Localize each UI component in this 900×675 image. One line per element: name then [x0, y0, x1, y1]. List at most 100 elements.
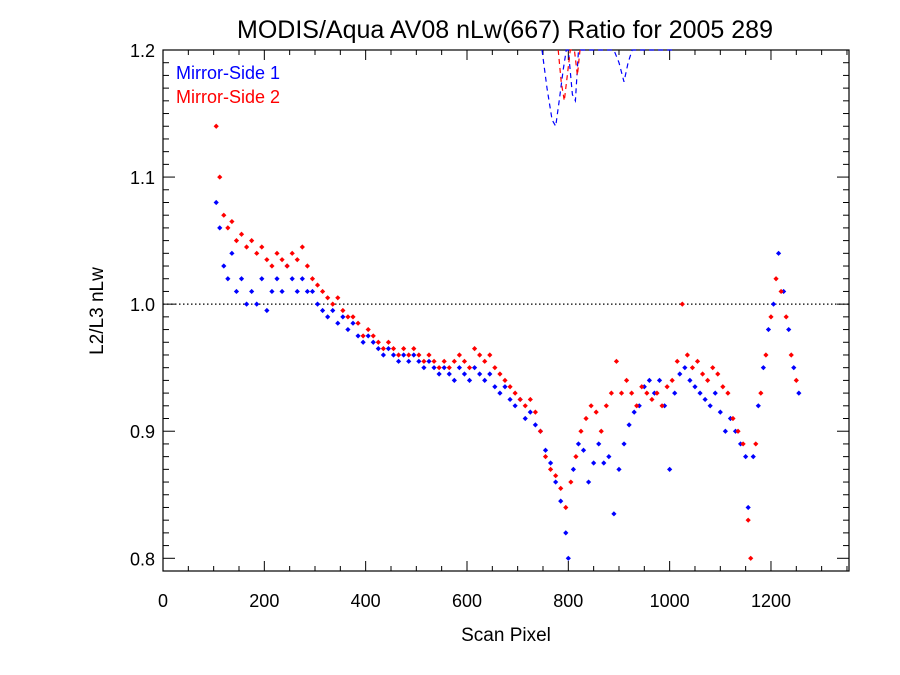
point-mirror-side-2 — [603, 403, 609, 409]
point-mirror-side-1 — [672, 390, 678, 396]
legend-entry-mirror-side-2: Mirror-Side 2 — [176, 87, 280, 107]
point-mirror-side-1 — [477, 371, 483, 377]
point-mirror-side-2 — [289, 250, 295, 256]
point-mirror-side-2 — [482, 358, 488, 364]
point-mirror-side-1 — [626, 422, 632, 428]
point-mirror-side-2 — [284, 263, 290, 269]
point-mirror-side-2 — [456, 352, 462, 358]
point-mirror-side-2 — [773, 276, 779, 282]
y-tick-label: 1.2 — [130, 41, 155, 61]
point-mirror-side-2 — [436, 365, 442, 371]
point-mirror-side-1 — [522, 415, 528, 422]
y-axis-tick-labels: 0.8 0.9 1.0 1.1 1.2 — [130, 41, 155, 569]
point-mirror-side-2 — [694, 358, 701, 364]
point-mirror-side-2 — [487, 352, 493, 358]
point-mirror-side-1 — [380, 352, 386, 358]
y-tick-label: 1.1 — [130, 168, 155, 188]
point-mirror-side-1 — [553, 479, 559, 485]
point-mirror-side-2 — [793, 377, 799, 383]
point-mirror-side-2 — [502, 377, 508, 383]
legend-entry-mirror-side-1: Mirror-Side 1 — [176, 63, 280, 83]
point-mirror-side-1 — [375, 346, 381, 352]
point-mirror-side-2 — [259, 244, 265, 250]
point-mirror-side-1 — [213, 199, 219, 206]
point-mirror-side-2 — [243, 244, 250, 250]
point-mirror-side-1 — [466, 377, 473, 383]
scatter-points — [213, 123, 802, 561]
point-mirror-side-1 — [325, 314, 331, 320]
point-mirror-side-1 — [743, 454, 749, 460]
point-mirror-side-2 — [669, 377, 675, 383]
point-mirror-side-1 — [512, 403, 518, 409]
y-axis-label: L2/L3 nLw — [87, 267, 108, 355]
point-mirror-side-2 — [623, 377, 630, 383]
point-mirror-side-1 — [542, 447, 549, 453]
point-mirror-side-2 — [466, 365, 473, 371]
point-mirror-side-1 — [527, 409, 533, 415]
point-mirror-side-1 — [570, 466, 576, 472]
point-mirror-side-2 — [225, 225, 231, 231]
dashed-line — [557, 49, 581, 101]
point-mirror-side-1 — [558, 498, 564, 504]
point-mirror-side-2 — [613, 358, 620, 364]
point-mirror-side-2 — [314, 282, 321, 288]
point-mirror-side-2 — [558, 485, 564, 492]
point-mirror-side-1 — [745, 504, 751, 511]
point-mirror-side-2 — [360, 333, 366, 339]
point-mirror-side-1 — [441, 365, 447, 371]
point-mirror-side-1 — [294, 288, 300, 295]
point-mirror-side-2 — [629, 390, 635, 396]
point-mirror-side-1 — [390, 352, 397, 358]
point-mirror-side-1 — [667, 466, 673, 472]
point-mirror-side-1 — [436, 371, 442, 377]
point-mirror-side-2 — [639, 384, 645, 390]
point-mirror-side-2 — [401, 346, 407, 352]
point-mirror-side-1 — [682, 365, 688, 371]
plot-frame — [162, 49, 850, 572]
point-mirror-side-2 — [654, 390, 660, 396]
point-mirror-side-1 — [221, 263, 227, 269]
point-mirror-side-2 — [294, 257, 300, 263]
point-mirror-side-1 — [426, 358, 432, 364]
point-mirror-side-2 — [745, 517, 751, 523]
point-mirror-side-1 — [416, 358, 422, 364]
point-mirror-side-2 — [740, 441, 746, 447]
point-mirror-side-1 — [722, 428, 728, 434]
point-mirror-side-1 — [431, 365, 437, 371]
point-mirror-side-2 — [446, 365, 452, 371]
point-mirror-side-1 — [289, 276, 295, 282]
point-mirror-side-2 — [553, 473, 559, 479]
point-mirror-side-2 — [578, 428, 584, 434]
point-mirror-side-1 — [606, 454, 612, 460]
point-mirror-side-1 — [345, 326, 351, 333]
point-mirror-side-2 — [568, 479, 574, 485]
point-mirror-side-2 — [705, 377, 711, 383]
point-mirror-side-2 — [679, 301, 685, 307]
point-mirror-side-1 — [461, 371, 468, 377]
point-mirror-side-2 — [730, 415, 736, 422]
point-mirror-side-2 — [634, 403, 640, 409]
point-mirror-side-2 — [598, 428, 604, 434]
point-mirror-side-1 — [249, 288, 255, 295]
point-mirror-side-2 — [340, 307, 346, 314]
point-mirror-side-1 — [411, 352, 417, 358]
point-mirror-side-1 — [446, 371, 452, 377]
point-mirror-side-1 — [335, 320, 341, 326]
point-mirror-side-2 — [426, 352, 432, 358]
point-mirror-side-1 — [616, 466, 622, 472]
point-mirror-side-1 — [365, 333, 371, 339]
point-mirror-side-1 — [360, 339, 366, 345]
point-mirror-side-1 — [487, 371, 493, 377]
point-mirror-side-2 — [254, 250, 260, 256]
point-mirror-side-1 — [677, 371, 683, 377]
point-mirror-side-2 — [659, 403, 665, 409]
y-tick-label: 1.0 — [130, 295, 155, 315]
point-mirror-side-1 — [497, 390, 503, 396]
point-mirror-side-2 — [563, 504, 569, 511]
point-mirror-side-1 — [385, 346, 392, 352]
point-mirror-side-1 — [565, 555, 571, 561]
point-mirror-side-2 — [390, 346, 397, 352]
point-mirror-side-2 — [753, 441, 759, 447]
point-mirror-side-1 — [575, 441, 582, 447]
